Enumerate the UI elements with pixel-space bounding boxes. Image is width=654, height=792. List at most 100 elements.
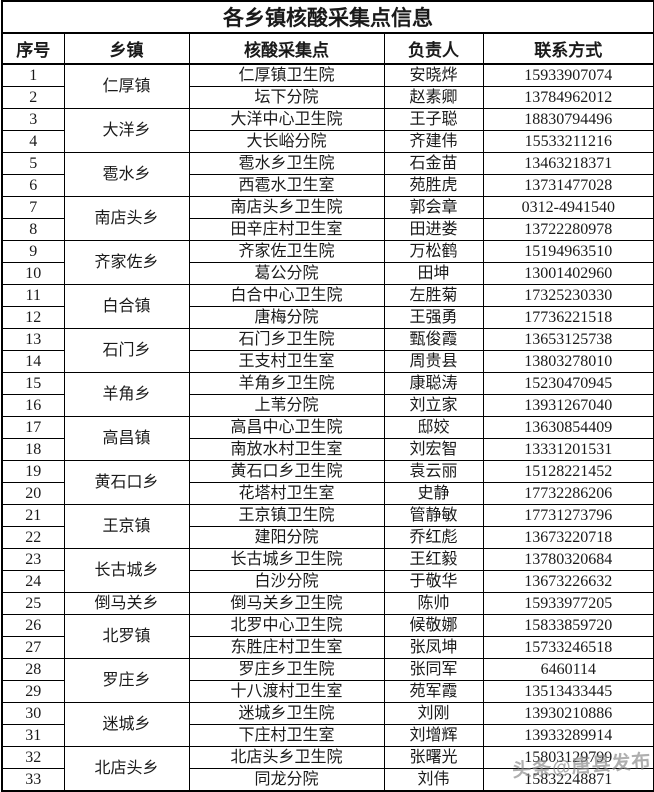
phone-cell: 13673220718 (482, 526, 654, 549)
row-number-cell: 24 (1, 570, 65, 593)
column-header-no: 序号 (1, 32, 65, 65)
phone-cell: 15230470945 (482, 372, 654, 395)
row-number-cell: 19 (1, 460, 65, 483)
phone-cell: 15832248871 (482, 768, 654, 792)
phone-cell: 13001402960 (482, 262, 654, 285)
row-number-cell: 6 (1, 174, 65, 197)
table-row: 1 仁厚镇 仁厚镇卫生院 安晓烨 15933907074 (1, 63, 654, 109)
person-cell: 张同军 (383, 658, 484, 681)
table-row: 7 南店头乡 南店头乡卫生院 郭会章 0312-4941540 (1, 196, 654, 241)
person-cell: 刘伟 (383, 768, 484, 792)
phone-cell: 18830794496 (482, 108, 654, 131)
row-number-cell: 29 (1, 680, 65, 703)
phone-cell: 17732286206 (482, 482, 654, 505)
collection-point-cell: 王京镇卫生院 (188, 504, 385, 527)
township-cell: 北罗镇 (63, 614, 190, 659)
row-number-cell: 32 (1, 746, 65, 769)
collection-point-cell: 倒马关乡卫生院 (188, 592, 385, 615)
table-row: 4 大长峪分院 齐建伟 15533211216 (1, 130, 654, 153)
column-header-phone: 联系方式 (482, 32, 654, 65)
row-number-cell: 8 (1, 218, 65, 241)
person-cell: 王子聪 (383, 108, 484, 131)
row-number-cell: 17 (1, 416, 65, 439)
row-number-cell: 5 (1, 152, 65, 175)
person-cell: 管静敏 (383, 504, 484, 527)
phone-cell: 13803278010 (482, 350, 654, 373)
collection-point-cell: 长古城乡卫生院 (188, 548, 385, 571)
collection-point-cell: 建阳分院 (188, 526, 385, 549)
row-number-cell: 12 (1, 306, 65, 329)
person-cell: 齐建伟 (383, 130, 484, 153)
person-cell: 万松鹤 (383, 240, 484, 263)
table-row: 14 王支村卫生室 周贵县 13803278010 (1, 350, 654, 373)
collection-point-cell: 北店头乡卫生院 (188, 746, 385, 769)
collection-point-cell: 齐家佐卫生院 (188, 240, 385, 263)
table-row: 22 建阳分院 乔红彪 13673220718 (1, 526, 654, 549)
collection-point-cell: 王支村卫生室 (188, 350, 385, 373)
person-cell: 刘增辉 (383, 724, 484, 747)
collection-point-cell: 花塔村卫生室 (188, 482, 385, 505)
table-row: 13 石门乡 石门乡卫生院 甄俊霞 13653125738 (1, 328, 654, 373)
row-number-cell: 7 (1, 196, 65, 219)
row-number-cell: 10 (1, 262, 65, 285)
row-number-cell: 11 (1, 284, 65, 307)
person-cell: 郭会章 (383, 196, 484, 219)
phone-cell: 15733246518 (482, 636, 654, 659)
phone-cell: 13931267040 (482, 394, 654, 417)
township-cell: 迷城乡 (63, 702, 190, 747)
collection-point-cell: 雹水乡卫生院 (188, 152, 385, 175)
phone-cell: 15933907074 (482, 63, 654, 87)
row-number-cell: 15 (1, 372, 65, 395)
collection-point-cell: 羊角乡卫生院 (188, 372, 385, 395)
person-cell: 刘宏智 (383, 438, 484, 461)
table-row: 27 东胜庄村卫生室 张凤坤 15733246518 (1, 636, 654, 659)
collection-point-cell: 北罗中心卫生院 (188, 614, 385, 637)
collection-point-cell: 黄石口乡卫生院 (188, 460, 385, 483)
phone-cell: 13930210886 (482, 702, 654, 725)
table-row: 5 雹水乡 雹水乡卫生院 石金苗 13463218371 (1, 152, 654, 197)
collection-point-cell: 仁厚镇卫生院 (188, 63, 385, 87)
row-number-cell: 26 (1, 614, 65, 637)
phone-cell: 13513433445 (482, 680, 654, 703)
phone-cell: 17325230330 (482, 284, 654, 307)
person-cell: 陈帅 (383, 592, 484, 615)
phone-cell: 13673226632 (482, 570, 654, 593)
phone-cell: 15933977205 (482, 592, 654, 615)
person-cell: 甄俊霞 (383, 328, 484, 351)
person-cell: 周贵县 (383, 350, 484, 373)
township-cell: 罗庄乡 (63, 658, 190, 703)
phone-cell: 13784962012 (482, 86, 654, 109)
row-number-cell: 3 (1, 108, 65, 131)
person-cell: 田坤 (383, 262, 484, 285)
person-cell: 邸姣 (383, 416, 484, 439)
township-cell: 王京镇 (63, 504, 190, 549)
phone-cell: 17736221518 (482, 306, 654, 329)
row-number-cell: 18 (1, 438, 65, 461)
phone-cell: 13731477028 (482, 174, 654, 197)
collection-point-cell: 大长峪分院 (188, 130, 385, 153)
row-number-cell: 22 (1, 526, 65, 549)
collection-point-cell: 大洋中心卫生院 (188, 108, 385, 131)
column-header-person: 负责人 (383, 32, 484, 65)
collection-point-cell: 十八渡村卫生室 (188, 680, 385, 703)
township-cell: 倒马关乡 (63, 592, 190, 615)
table-row: 32 北店头乡 北店头乡卫生院 张曙光 15803129799 (1, 746, 654, 792)
phone-cell: 13722280978 (482, 218, 654, 241)
person-cell: 王强勇 (383, 306, 484, 329)
collection-point-cell: 唐梅分院 (188, 306, 385, 329)
collection-point-cell: 南店头乡卫生院 (188, 196, 385, 219)
row-number-cell: 33 (1, 768, 65, 792)
phone-cell: 13331201531 (482, 438, 654, 461)
person-cell: 苑军霞 (383, 680, 484, 703)
table-body: 1 仁厚镇 仁厚镇卫生院 安晓烨 15933907074 2 坛下分院 赵素卿 13784962… (1, 63, 654, 792)
phone-cell: 13463218371 (482, 152, 654, 175)
row-number-cell: 4 (1, 130, 65, 153)
phone-cell: 15194963510 (482, 240, 654, 263)
township-cell: 齐家佐乡 (63, 240, 190, 285)
collection-point-cell: 同龙分院 (188, 768, 385, 792)
row-number-cell: 16 (1, 394, 65, 417)
collection-point-cell: 白合中心卫生院 (188, 284, 385, 307)
collection-point-cell: 石门乡卫生院 (188, 328, 385, 351)
person-cell: 安晓烨 (383, 63, 484, 87)
